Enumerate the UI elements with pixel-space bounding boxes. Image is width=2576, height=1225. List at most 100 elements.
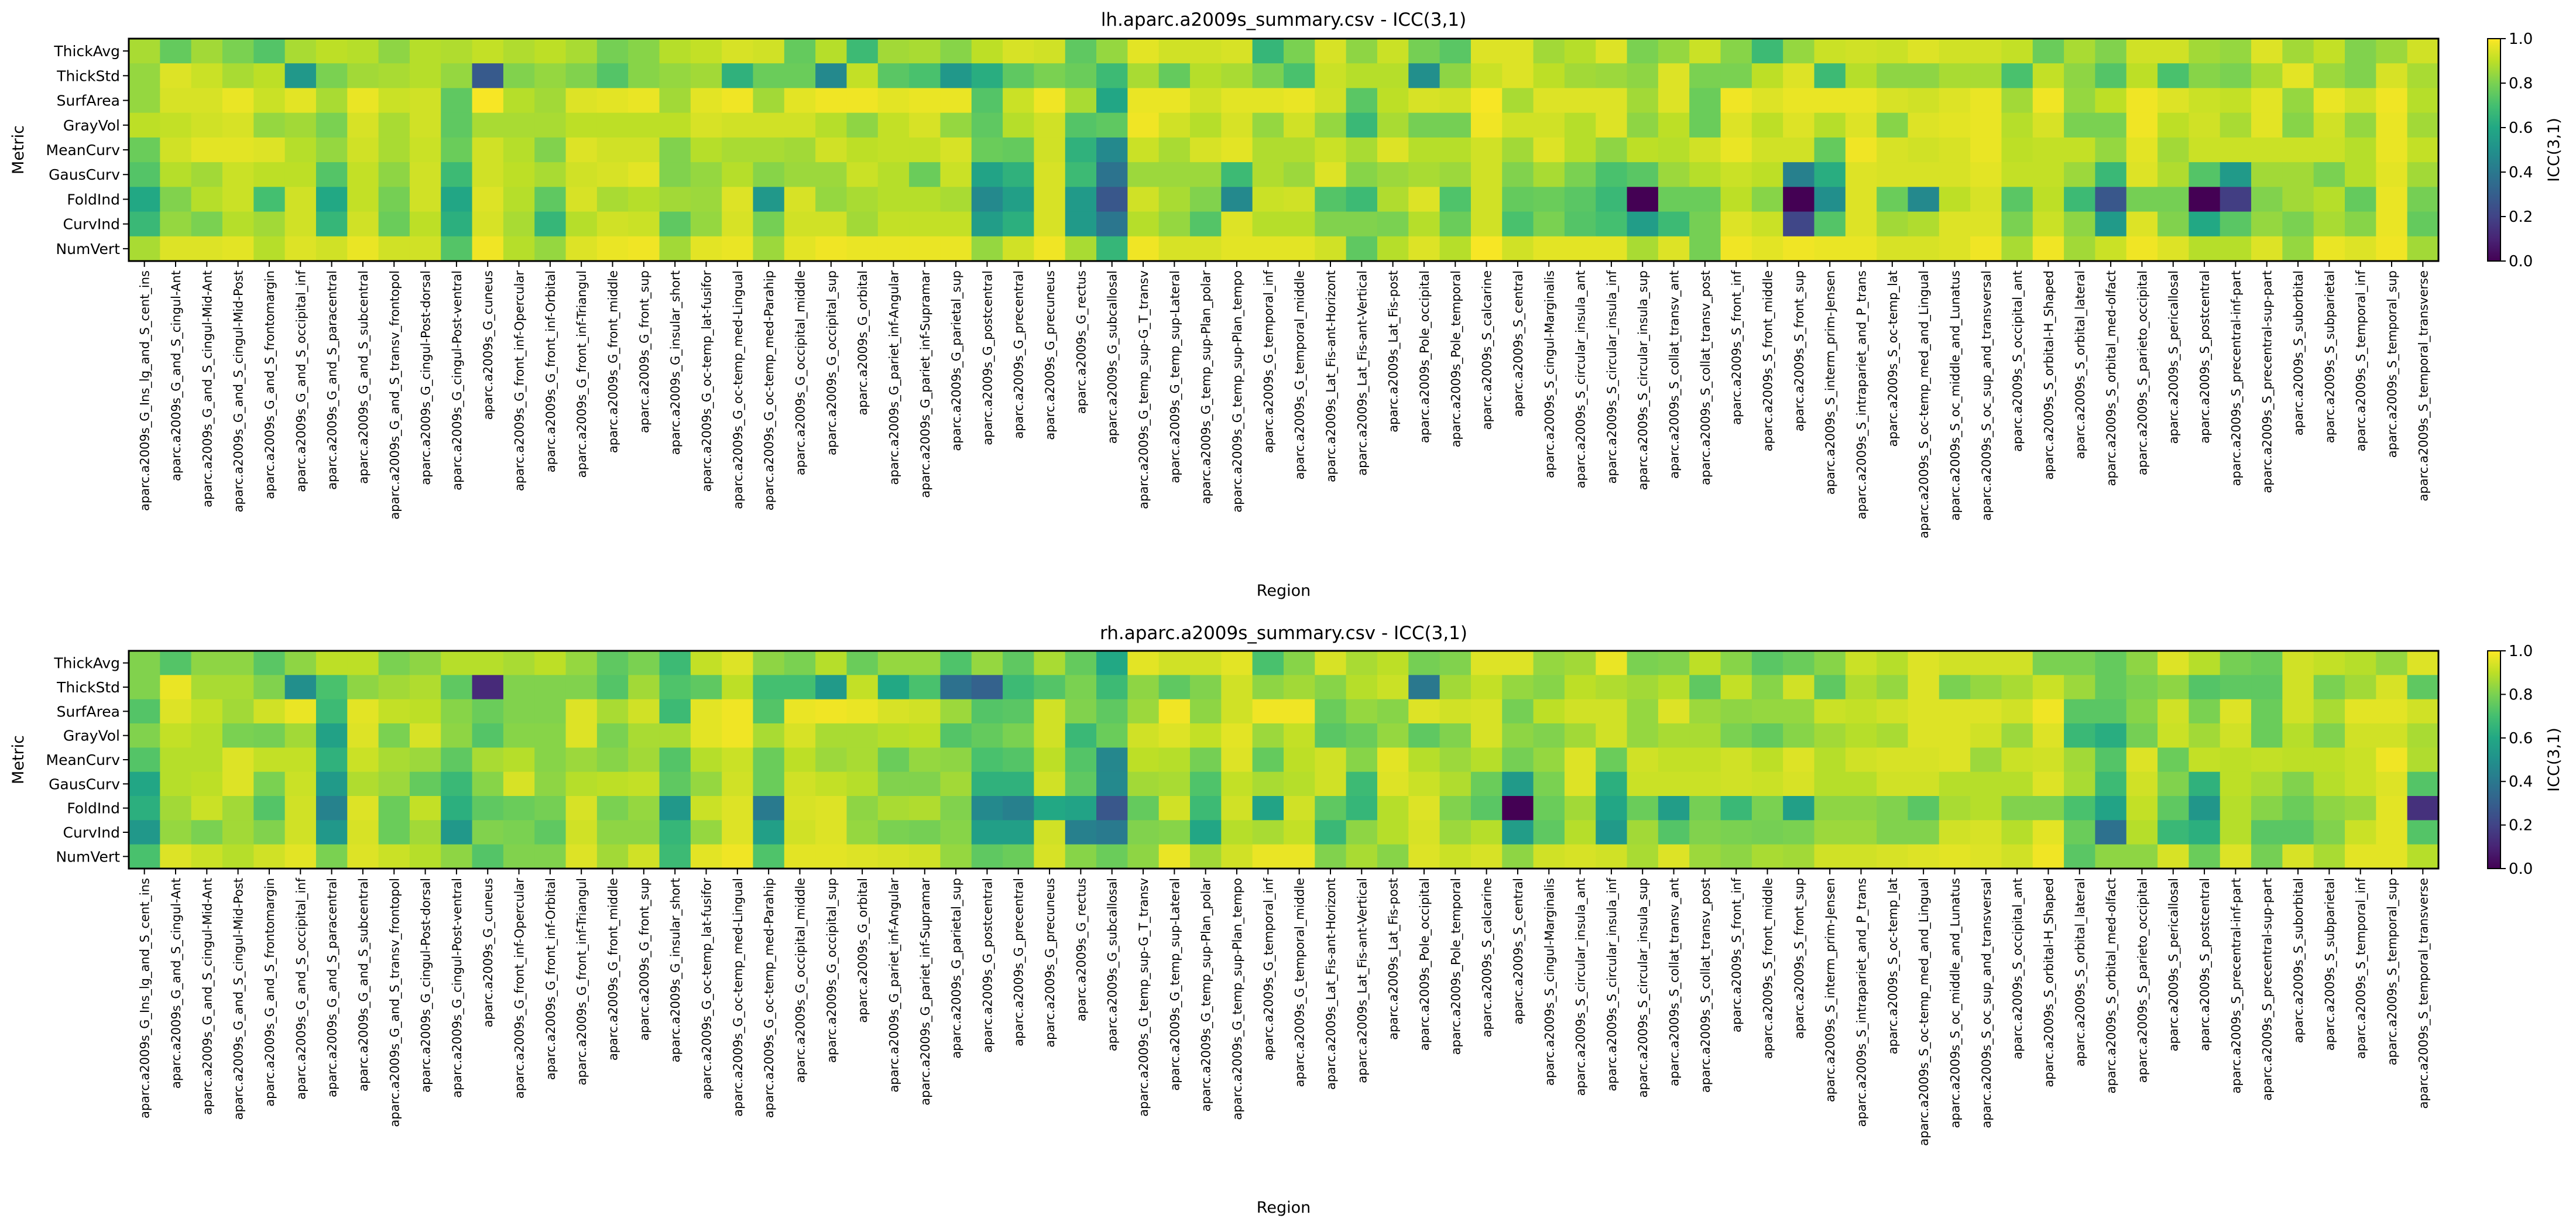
lh-cell-ThickAvg-70 — [2313, 39, 2345, 64]
lh-x-tick-label: aparc.a2009s_Lat_Fis-ant-Vertical — [1355, 270, 1370, 476]
rh-cell-FoldInd-5 — [284, 796, 317, 821]
rh-cell-MeanCurv-36 — [1252, 747, 1284, 773]
rh-cell-GrayVol-70 — [2313, 723, 2345, 748]
lh-y-tick-label: GrayVol — [63, 117, 120, 134]
rh-cell-GrayVol-13 — [534, 723, 567, 748]
lh-cell-ThickAvg-64 — [2126, 39, 2158, 64]
lh-cell-NumVert-53 — [1783, 236, 1815, 262]
rh-cell-GausCurv-56 — [1877, 771, 1909, 797]
rh-cell-ThickAvg-38 — [1315, 651, 1347, 675]
lh-x-tick-label: aparc.a2009s_S_calcarine — [1480, 270, 1495, 430]
rh-x-tick-label: aparc.a2009s_G_temporal_middle — [1293, 878, 1308, 1087]
rh-cell-FoldInd-66 — [2189, 796, 2221, 821]
rh-cell-FoldInd-49 — [1658, 796, 1690, 821]
rh-cell-SurfArea-49 — [1658, 699, 1690, 724]
rh-cell-ThickStd-41 — [1408, 675, 1440, 700]
rh-cell-SurfArea-50 — [1689, 699, 1721, 724]
rh-cell-FoldInd-61 — [2032, 796, 2064, 821]
lh-cell-SurfArea-68 — [2251, 88, 2283, 114]
lh-cell-SurfArea-42 — [1439, 88, 1471, 114]
rh-cell-ThickStd-53 — [1783, 675, 1815, 700]
lh-cell-GausCurv-53 — [1783, 162, 1815, 187]
lh-x-tick-label: aparc.a2009s_G_front_inf-Orbital — [544, 270, 558, 472]
lh-y-tick-label: MeanCurv — [46, 142, 121, 159]
lh-cell-GausCurv-34 — [1190, 162, 1222, 187]
lh-cell-ThickAvg-63 — [2095, 39, 2127, 64]
lh-cell-GrayVol-67 — [2220, 112, 2252, 138]
rh-x-tick-label: aparc.a2009s_G_Ins_lg_and_S_cent_ins — [138, 878, 153, 1118]
rh-cell-ThickAvg-36 — [1252, 651, 1284, 675]
rh-cell-FoldInd-62 — [2064, 796, 2096, 821]
lh-cell-SurfArea-51 — [1720, 88, 1752, 114]
lh-cell-CurvInd-12 — [503, 211, 535, 237]
rh-cell-ThickStd-31 — [1096, 675, 1128, 700]
lh-x-tick-label: aparc.a2009s_G_oc-temp_lat-fusifor — [700, 270, 715, 492]
lh-cell-CurvInd-46 — [1564, 211, 1596, 237]
rh-cell-MeanCurv-19 — [722, 747, 754, 773]
lh-x-tick-label: aparc.a2009s_G_pariet_inf-Angular — [887, 270, 901, 485]
lh-cell-NumVert-59 — [1970, 236, 2002, 262]
rh-x-tick-label: aparc.a2009s_S_cingul-Marginalis — [1542, 878, 1557, 1086]
rh-cell-ThickStd-51 — [1720, 675, 1752, 700]
rh-cell-ThickStd-49 — [1658, 675, 1690, 700]
rh-x-tick-label: aparc.a2009s_G_temp_sup-Plan_tempo — [1230, 878, 1245, 1120]
lh-cell-CurvInd-72 — [2376, 211, 2408, 237]
lh-cell-CurvInd-9 — [409, 211, 441, 237]
rh-cell-MeanCurv-39 — [1346, 747, 1378, 773]
rh-cell-GrayVol-63 — [2095, 723, 2127, 748]
rh-cell-SurfArea-19 — [722, 699, 754, 724]
rh-cell-GrayVol-28 — [1003, 723, 1035, 748]
rh-cell-ThickStd-63 — [2095, 675, 2127, 700]
rh-cell-ThickAvg-28 — [1003, 651, 1035, 675]
lh-cell-FoldInd-42 — [1439, 187, 1471, 212]
lh-cell-FoldInd-2 — [191, 187, 223, 212]
lh-cell-GrayVol-49 — [1658, 112, 1690, 138]
rh-cell-GausCurv-68 — [2251, 771, 2283, 797]
rh-cell-ThickAvg-49 — [1658, 651, 1690, 675]
lh-cell-CurvInd-3 — [222, 211, 254, 237]
rh-cell-MeanCurv-62 — [2064, 747, 2096, 773]
lh-cell-ThickStd-65 — [2157, 63, 2190, 89]
lh-cell-ThickStd-34 — [1190, 63, 1222, 89]
lh-cell-FoldInd-6 — [315, 187, 348, 212]
lh-cell-GrayVol-28 — [1003, 112, 1035, 138]
rh-cell-GrayVol-10 — [441, 723, 473, 748]
lh-cell-ThickAvg-52 — [1751, 39, 1783, 64]
lh-cell-SurfArea-73 — [2407, 88, 2439, 114]
lh-cell-CurvInd-57 — [1908, 211, 1940, 237]
lh-cell-FoldInd-32 — [1127, 187, 1160, 212]
lh-colorbar-label: ICC(3,1) — [2545, 118, 2563, 182]
rh-cell-ThickStd-11 — [472, 675, 504, 700]
lh-cell-NumVert-3 — [222, 236, 254, 262]
lh-cell-NumVert-65 — [2157, 236, 2190, 262]
rh-cell-SurfArea-20 — [753, 699, 785, 724]
lh-cell-SurfArea-28 — [1003, 88, 1035, 114]
lh-cell-GausCurv-21 — [784, 162, 816, 187]
lh-cell-NumVert-47 — [1596, 236, 1628, 262]
rh-cell-ThickAvg-43 — [1470, 651, 1503, 675]
lh-cell-FoldInd-23 — [846, 187, 879, 212]
rh-cell-CurvInd-72 — [2376, 820, 2408, 845]
rh-cell-FoldInd-18 — [690, 796, 722, 821]
lh-cell-NumVert-50 — [1689, 236, 1721, 262]
lh-cell-GrayVol-8 — [378, 112, 410, 138]
lh-cell-SurfArea-6 — [315, 88, 348, 114]
rh-cell-CurvInd-30 — [1065, 820, 1097, 845]
lh-cell-FoldInd-71 — [2345, 187, 2376, 212]
rh-cell-MeanCurv-50 — [1689, 747, 1721, 773]
rh-cell-NumVert-60 — [2001, 844, 2033, 869]
lh-cell-ThickAvg-37 — [1284, 39, 1315, 64]
lh-cell-GrayVol-1 — [160, 112, 192, 138]
lh-y-tick-label: SurfArea — [57, 92, 120, 109]
lh-cell-NumVert-43 — [1470, 236, 1503, 262]
lh-cell-MeanCurv-69 — [2282, 137, 2314, 163]
rh-cell-ThickStd-46 — [1564, 675, 1596, 700]
rh-cell-ThickAvg-19 — [722, 651, 754, 675]
lh-x-tick-label: aparc.a2009s_S_circular_insula_inf — [1605, 270, 1620, 483]
rh-cell-FoldInd-57 — [1908, 796, 1940, 821]
rh-x-tick-label: aparc.a2009s_S_occipital_ant — [2011, 878, 2025, 1059]
rh-cell-ThickStd-42 — [1439, 675, 1471, 700]
lh-cell-FoldInd-47 — [1596, 187, 1628, 212]
rh-cell-ThickStd-15 — [596, 675, 629, 700]
rh-cell-NumVert-0 — [129, 844, 160, 869]
